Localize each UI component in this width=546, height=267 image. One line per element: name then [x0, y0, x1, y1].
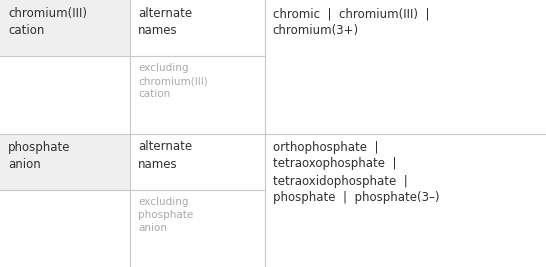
Text: chromium(III)
cation: chromium(III) cation: [8, 7, 87, 37]
Bar: [265, 0, 546, 134]
Text: alternate
names: alternate names: [138, 140, 192, 171]
Text: excluding
chromium(III)
cation: excluding chromium(III) cation: [138, 63, 207, 100]
Bar: [130, 0, 265, 134]
Text: orthophosphate  |
tetraoxophosphate  |
tetraoxidophosphate  |
phosphate  |  phos: orthophosphate | tetraoxophosphate | tet…: [273, 140, 440, 205]
Text: chromic  |  chromium(III)  |
chromium(3+): chromic | chromium(III) | chromium(3+): [273, 7, 429, 37]
Text: phosphate
anion: phosphate anion: [8, 140, 70, 171]
Text: excluding
phosphate
anion: excluding phosphate anion: [138, 197, 193, 233]
Bar: [0, 134, 130, 190]
Bar: [265, 134, 546, 267]
Bar: [0, 56, 130, 134]
Bar: [0, 0, 130, 56]
Text: alternate
names: alternate names: [138, 7, 192, 37]
Bar: [0, 190, 130, 267]
Bar: [130, 134, 265, 267]
